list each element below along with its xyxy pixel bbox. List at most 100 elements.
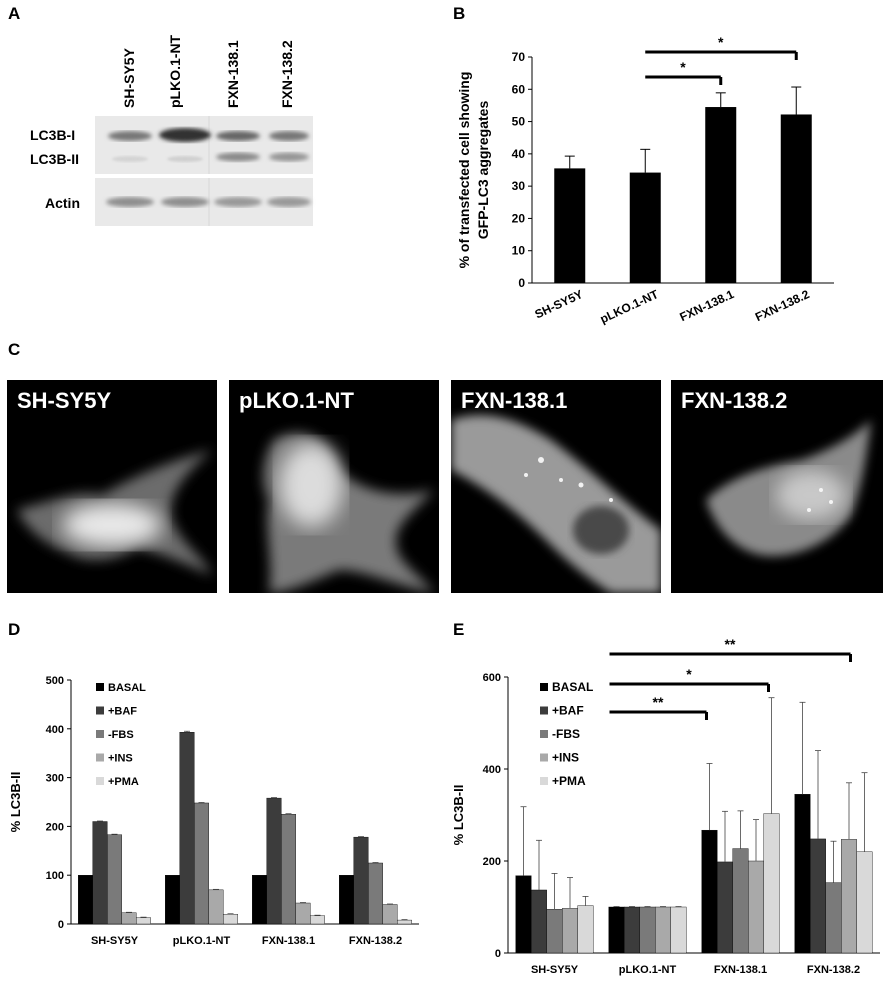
- bar-fbs: [281, 814, 296, 925]
- legend-label: +PMA: [108, 776, 139, 788]
- bar-pma: [310, 915, 325, 925]
- bar-pma: [856, 851, 873, 954]
- bar-fbs: [368, 862, 383, 925]
- significance-label: **: [653, 694, 664, 710]
- x-tick-label: FXN-138.2: [753, 287, 812, 324]
- legend-label: -FBS: [108, 729, 134, 741]
- legend-label: BASAL: [108, 682, 146, 694]
- bar-basal: [339, 875, 354, 925]
- bar-ins: [295, 902, 311, 925]
- bar-fbs: [107, 834, 122, 925]
- panel-letter-c: C: [8, 340, 21, 359]
- x-tick-label: SH-SY5Y: [531, 964, 579, 976]
- micrograph-label: FXN-138.2: [681, 388, 788, 413]
- bar-fbs: [825, 882, 842, 954]
- bar-pma: [397, 919, 412, 925]
- y-tick-label: 40: [512, 147, 526, 161]
- x-tick-label: SH-SY5Y: [91, 935, 139, 947]
- bar-basal: [608, 906, 625, 954]
- bar-fbs: [732, 848, 749, 954]
- legend-swatch: [96, 730, 104, 738]
- y-tick-label: 200: [483, 856, 501, 868]
- y-tick-label: 100: [46, 870, 64, 882]
- bar-fbs: [546, 909, 563, 954]
- bar-ins: [121, 912, 137, 925]
- y-tick-label: 20: [512, 211, 526, 225]
- bar-pma: [763, 813, 780, 954]
- blot-row-label: Actin: [45, 195, 80, 211]
- y-tick-label: 600: [483, 672, 501, 684]
- bar-baf: [353, 836, 369, 925]
- y-tick-label: 400: [46, 724, 64, 736]
- bar-pma: [670, 906, 687, 954]
- micrograph-fxn-1381: FXN-138.1: [451, 380, 661, 593]
- y-tick-label: 0: [58, 919, 64, 931]
- y-axis-label: GFP-LC3 aggregates: [475, 101, 491, 240]
- legend-swatch: [540, 753, 548, 762]
- bar-pma: [136, 917, 151, 925]
- legend-swatch: [96, 683, 104, 691]
- legend-swatch: [96, 706, 104, 715]
- blot-lane-label: pLKO.1-NT: [167, 34, 183, 108]
- legend-label: +PMA: [552, 774, 586, 788]
- legend-swatch: [96, 753, 104, 762]
- bar-baf: [266, 797, 282, 925]
- y-tick-label: 70: [512, 50, 526, 64]
- significance-label: *: [686, 666, 692, 682]
- micrograph-plko: pLKO.1-NT: [229, 380, 439, 593]
- legend-swatch: [96, 777, 104, 785]
- bar-baf: [92, 821, 108, 925]
- bar-basal: [252, 875, 267, 925]
- panel-letter-d: D: [8, 620, 21, 639]
- legend-swatch: [540, 730, 548, 738]
- legend-label: +INS: [552, 751, 579, 765]
- legend-label: -FBS: [552, 727, 580, 741]
- bar-fbs: [194, 802, 209, 925]
- bar-ins: [655, 906, 671, 954]
- significance-label: **: [725, 636, 736, 652]
- bar: [629, 172, 661, 283]
- x-tick-label: FXN-138.1: [714, 964, 767, 976]
- blot-row-label: LC3B-II: [30, 151, 79, 167]
- x-tick-label: FXN-138.2: [349, 935, 402, 947]
- bar: [780, 114, 812, 284]
- significance-label: *: [718, 34, 724, 50]
- legend-label: +BAF: [552, 704, 584, 718]
- bar-baf: [531, 889, 547, 954]
- bar-ins: [841, 839, 857, 954]
- x-tick-label: pLKO.1-NT: [598, 287, 661, 326]
- bar: [554, 168, 586, 283]
- y-tick-label: 0: [518, 276, 525, 290]
- panel-letter-e: E: [453, 620, 465, 639]
- x-tick-label: pLKO.1-NT: [173, 935, 231, 947]
- y-tick-label: 400: [483, 764, 501, 776]
- x-tick-label: FXN-138.1: [262, 935, 315, 947]
- bar-pma: [223, 914, 238, 925]
- legend-swatch: [540, 777, 548, 785]
- bar-baf: [810, 838, 826, 954]
- x-tick-label: SH-SY5Y: [533, 287, 585, 321]
- y-tick-label: 30: [512, 179, 526, 193]
- x-tick-label: FXN-138.1: [678, 287, 737, 324]
- y-tick-label: 0: [495, 948, 501, 960]
- legend-swatch: [540, 706, 548, 715]
- bar-fbs: [639, 906, 656, 954]
- blot-lane-label: SH-SY5Y: [121, 47, 137, 108]
- bar-basal: [515, 875, 532, 954]
- panel-letter-b: B: [453, 4, 466, 23]
- y-axis-label: % of transfected cell showing: [456, 72, 472, 269]
- blot-lane-label: FXN-138.2: [279, 40, 295, 108]
- legend-label: +INS: [108, 753, 133, 765]
- y-tick-label: 60: [512, 82, 526, 96]
- bar: [705, 107, 737, 284]
- y-tick-label: 500: [46, 675, 64, 687]
- y-tick-label: 200: [46, 821, 64, 833]
- micrograph-sh-sy5y: SH-SY5Y: [7, 380, 217, 593]
- bar-ins: [208, 889, 224, 925]
- bar-baf: [624, 906, 640, 954]
- bar-baf: [717, 861, 733, 954]
- bar-basal: [701, 829, 718, 954]
- blot-lane-label: FXN-138.1: [225, 40, 241, 108]
- x-tick-label: pLKO.1-NT: [619, 964, 677, 976]
- legend-label: +BAF: [108, 706, 137, 718]
